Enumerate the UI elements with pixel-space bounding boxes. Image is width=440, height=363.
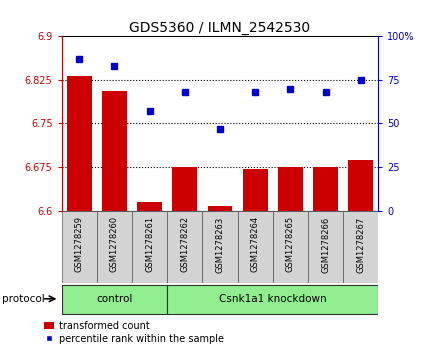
Title: GDS5360 / ILMN_2542530: GDS5360 / ILMN_2542530 <box>129 21 311 35</box>
Bar <box>348 160 373 211</box>
Bar <box>238 211 273 283</box>
Bar <box>97 211 132 283</box>
Legend: transformed count, percentile rank within the sample: transformed count, percentile rank withi… <box>44 321 224 344</box>
Text: GSM1278266: GSM1278266 <box>321 216 330 273</box>
Bar <box>243 169 268 211</box>
Text: GSM1278260: GSM1278260 <box>110 216 119 273</box>
Text: GSM1278265: GSM1278265 <box>286 216 295 273</box>
Text: GSM1278263: GSM1278263 <box>216 216 224 273</box>
Bar <box>67 76 92 211</box>
Bar <box>343 211 378 283</box>
Text: GSM1278261: GSM1278261 <box>145 216 154 273</box>
Text: GSM1278264: GSM1278264 <box>251 216 260 273</box>
Bar <box>132 211 167 283</box>
Text: GSM1278262: GSM1278262 <box>180 216 189 273</box>
Bar <box>313 167 338 211</box>
Bar <box>172 167 197 211</box>
Text: GSM1278267: GSM1278267 <box>356 216 365 273</box>
Bar <box>308 211 343 283</box>
Bar <box>62 285 167 314</box>
Bar <box>278 167 303 211</box>
Bar <box>167 285 378 314</box>
Text: Csnk1a1 knockdown: Csnk1a1 knockdown <box>219 294 326 304</box>
Text: protocol: protocol <box>2 294 45 304</box>
Bar <box>273 211 308 283</box>
Text: control: control <box>96 294 132 304</box>
Bar <box>202 211 238 283</box>
Bar <box>62 211 97 283</box>
Bar <box>167 211 202 283</box>
Bar <box>137 203 162 211</box>
Bar <box>102 91 127 211</box>
Text: GSM1278259: GSM1278259 <box>75 216 84 272</box>
Bar <box>208 207 232 211</box>
